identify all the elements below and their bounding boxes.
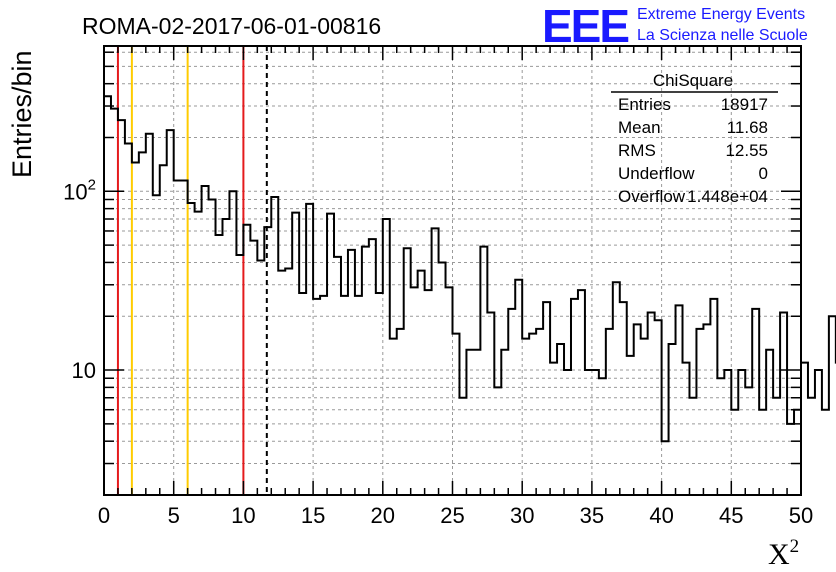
stats-box-title: ChiSquare xyxy=(653,71,733,90)
x-tick-labels: 0 5 10 15 20 25 30 35 40 45 50 xyxy=(98,503,813,528)
y-tick-label: 10 xyxy=(72,358,96,383)
x-tick-label: 40 xyxy=(649,503,673,528)
x-tick-label: 50 xyxy=(789,503,813,528)
x-tick-label: 45 xyxy=(719,503,743,528)
y-tick-label: 102 xyxy=(63,176,96,204)
stats-label: RMS xyxy=(618,141,656,160)
x-axis-label-main: X xyxy=(768,538,790,571)
y-tick-label-base: 10 xyxy=(72,358,96,383)
eee-logo: EEE Extreme Energy Events La Scienza nel… xyxy=(542,0,808,52)
stats-label: Underflow xyxy=(618,164,695,183)
stats-value: 11.68 xyxy=(727,118,768,137)
x-tick-label: 35 xyxy=(580,503,604,528)
x-tick-label: 20 xyxy=(371,503,395,528)
x-axis-label: X2 xyxy=(768,536,799,571)
stats-label: Overflow xyxy=(618,187,686,206)
stats-label: Entries xyxy=(618,95,671,114)
y-axis-label: Entries/bin xyxy=(7,50,37,178)
x-tick-label: 15 xyxy=(301,503,325,528)
stats-value: 0 xyxy=(759,164,768,183)
y-tick-label-base: 10 xyxy=(63,179,87,204)
x-tick-label: 5 xyxy=(168,503,180,528)
logo-line-1: Extreme Energy Events xyxy=(637,6,805,23)
axis-ticks xyxy=(103,46,802,495)
stats-value: 12.55 xyxy=(725,141,768,160)
x-axis-label-superscript: 2 xyxy=(790,536,800,557)
x-tick-label: 10 xyxy=(231,503,255,528)
stats-value: 18917 xyxy=(721,95,768,114)
x-tick-label: 0 xyxy=(98,503,110,528)
x-tick-label: 30 xyxy=(510,503,534,528)
stats-box-rows: Entries 18917 Mean 11.68 RMS 12.55 Underflow 0 O… xyxy=(618,95,768,206)
chart-title: ROMA-02-2017-06-01-00816 xyxy=(82,13,381,39)
y-tick-label-exponent: 2 xyxy=(88,176,96,193)
logo-line-2: La Scienza nelle Scuole xyxy=(637,27,808,44)
stats-box: ChiSquare Entries 18917 Mean 11.68 RMS 12.55 U… xyxy=(611,71,778,206)
stats-value: 1.448e+04 xyxy=(687,187,768,206)
x-tick-label: 25 xyxy=(440,503,464,528)
logo-mark: EEE xyxy=(542,0,628,52)
histogram-outline xyxy=(104,95,836,443)
stats-label: Mean xyxy=(618,118,661,137)
